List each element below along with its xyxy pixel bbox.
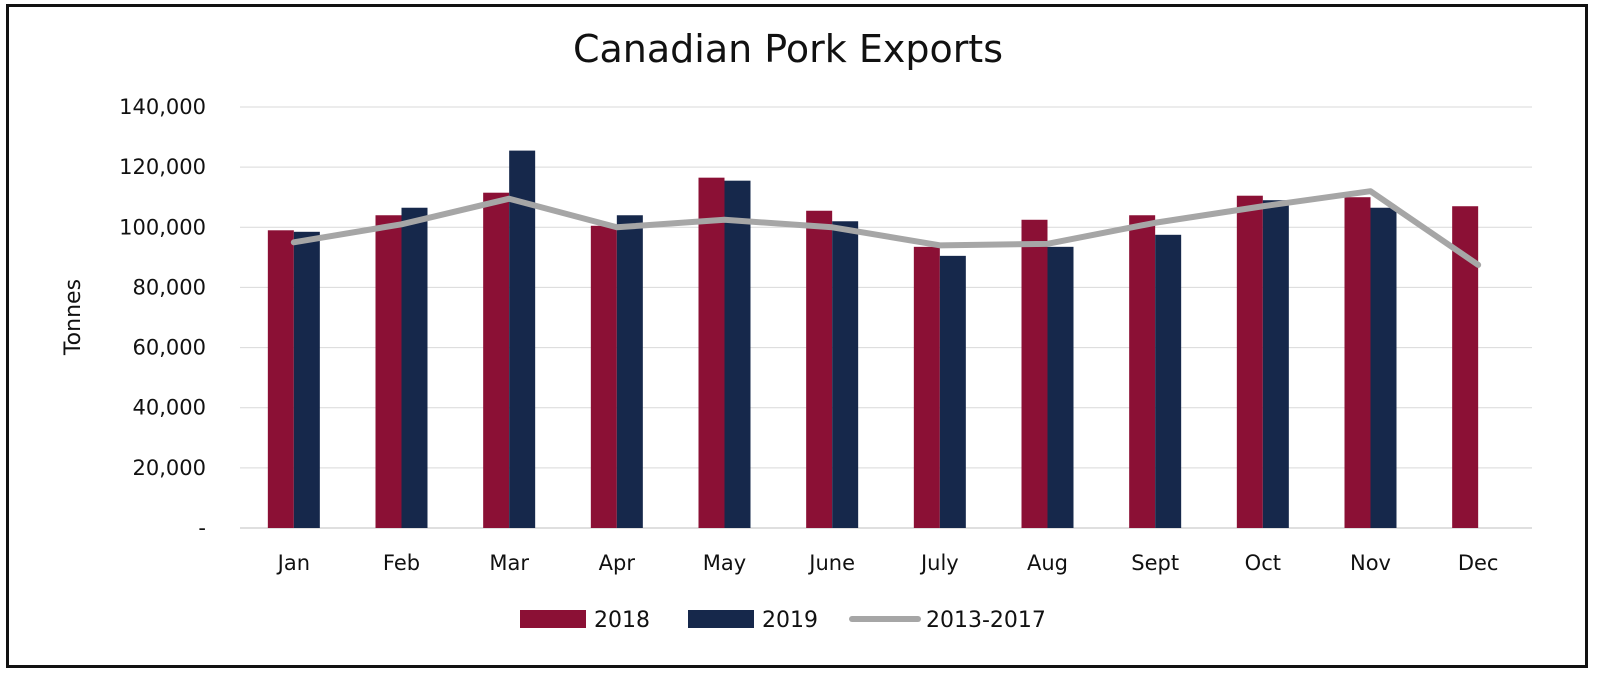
- bar-2018-aug: [1021, 219, 1048, 528]
- x-tick-label: Nov: [1350, 551, 1391, 575]
- bars: [267, 150, 1479, 529]
- y-tick-label: 120,000: [119, 155, 206, 179]
- x-tick-label: June: [807, 551, 855, 575]
- legend: 2018 2019 2013-2017: [520, 608, 1046, 633]
- x-tick-label: Jan: [276, 551, 310, 575]
- legend-label-2019: 2019: [762, 608, 818, 633]
- y-axis-ticks: - 20,000 40,000 60,000 80,000 100,000 120,000 1…: [119, 95, 206, 540]
- bar-2019-apr: [616, 215, 643, 528]
- gridlines: [240, 106, 1532, 529]
- y-tick-label: 20,000: [133, 456, 206, 480]
- x-tick-label: July: [919, 551, 959, 575]
- bar-2019-sept: [1155, 234, 1182, 528]
- bar-2018-june: [806, 210, 833, 528]
- bar-2019-june: [832, 221, 859, 528]
- average-line-group: [290, 188, 1482, 268]
- bar-2018-sept: [1129, 215, 1156, 528]
- x-axis-ticks: Jan Feb Mar Apr May June July Aug Sept Oct Nov Dec: [276, 551, 1499, 575]
- bar-2018-may: [698, 177, 725, 529]
- y-tick-label: 40,000: [133, 396, 206, 420]
- x-tick-label: Apr: [599, 551, 636, 575]
- bar-2019-may: [724, 180, 751, 529]
- legend-label-2013-2017: 2013-2017: [926, 608, 1046, 633]
- bar-2018-oct: [1236, 195, 1263, 529]
- x-tick-label: Mar: [489, 551, 529, 575]
- bar-2019-mar: [509, 150, 536, 528]
- bar-2018-mar: [483, 192, 510, 529]
- bar-2019-nov: [1370, 207, 1397, 528]
- y-tick-label: -: [198, 516, 206, 540]
- x-tick-label: Dec: [1458, 551, 1499, 575]
- bar-2019-feb: [401, 207, 428, 528]
- bar-2018-apr: [590, 225, 617, 528]
- legend-swatch-2019: [688, 610, 754, 628]
- chart-title: Canadian Pork Exports: [573, 27, 1003, 71]
- bar-2019-july: [939, 255, 966, 528]
- bar-2019-jan: [293, 231, 320, 528]
- bar-2018-nov: [1344, 197, 1371, 528]
- y-tick-label: 100,000: [119, 215, 206, 239]
- y-tick-label: 80,000: [133, 275, 206, 299]
- y-tick-label: 140,000: [119, 95, 206, 119]
- x-tick-label: Aug: [1027, 551, 1068, 575]
- bar-2019-oct: [1262, 200, 1289, 528]
- y-tick-label: 60,000: [133, 336, 206, 360]
- x-tick-label: Feb: [383, 551, 420, 575]
- legend-swatch-2018: [520, 610, 586, 628]
- x-tick-label: Oct: [1245, 551, 1281, 575]
- bar-2018-july: [913, 246, 940, 528]
- bar-2019-aug: [1047, 246, 1074, 528]
- series-line-2013-2017: [290, 188, 1482, 268]
- y-axis-label: Tonnes: [61, 279, 86, 356]
- legend-label-2018: 2018: [594, 608, 650, 633]
- x-tick-label: May: [703, 551, 746, 575]
- x-tick-label: Sept: [1131, 551, 1179, 575]
- bar-2018-feb: [375, 215, 402, 528]
- bar-2018-jan: [267, 230, 294, 529]
